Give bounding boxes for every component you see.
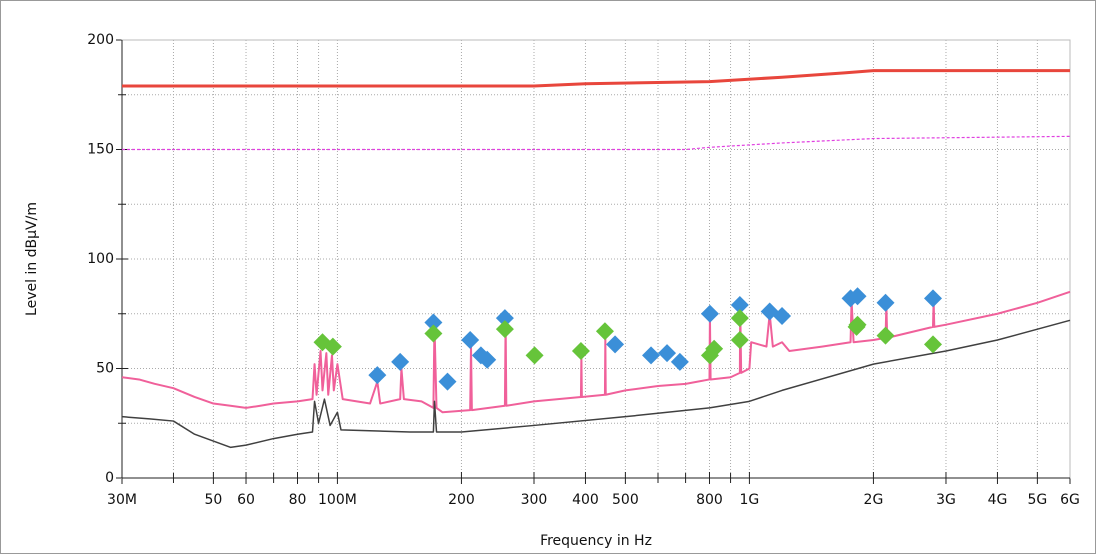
- x-tick-label: 300: [521, 492, 548, 508]
- y-axis-title: Level in dBµV/m: [24, 202, 40, 316]
- marker-diamond: [495, 320, 514, 339]
- x-tick-label: 3G: [936, 492, 956, 508]
- trace-line: [122, 69, 1070, 88]
- y-tick-label: 100: [87, 251, 114, 267]
- marker-diamond: [923, 289, 942, 308]
- x-tick-label: 100M: [318, 492, 357, 508]
- x-tick-label: 2G: [864, 492, 884, 508]
- marker-diamond: [730, 331, 749, 350]
- marker-diamond: [525, 346, 544, 365]
- x-tick-label: 60: [237, 492, 255, 508]
- x-tick-label: 200: [448, 492, 475, 508]
- y-tick-label: 200: [87, 32, 114, 48]
- x-tick-label: 400: [572, 492, 599, 508]
- x-tick-label: 50: [204, 492, 222, 508]
- x-tick-label: 500: [612, 492, 639, 508]
- x-tick-label: 4G: [988, 492, 1008, 508]
- marker-diamond: [606, 335, 625, 354]
- x-tick-label: 30M: [107, 492, 137, 508]
- marker-diamond: [658, 344, 677, 363]
- x-axis-title: Frequency in Hz: [540, 533, 652, 549]
- marker-diamond: [424, 324, 443, 343]
- trace-line: [121, 290, 1071, 414]
- marker-diamond: [670, 352, 689, 371]
- marker-diamond: [642, 346, 661, 365]
- marker-diamond: [391, 352, 410, 371]
- marker-diamond: [876, 293, 895, 312]
- marker-diamond: [368, 366, 387, 385]
- x-tick-label: 5G: [1027, 492, 1047, 508]
- y-tick-label: 50: [96, 361, 114, 377]
- marker-diamond: [848, 287, 867, 306]
- y-tick-label: 0: [105, 470, 114, 486]
- marker-diamond: [571, 341, 590, 360]
- marker-diamond: [424, 313, 443, 332]
- marker-diamond: [700, 304, 719, 323]
- trace-line: [121, 319, 1071, 449]
- marker-diamond: [478, 350, 497, 369]
- marker-diamond: [730, 309, 749, 328]
- marker-diamond: [923, 335, 942, 354]
- marker-diamond: [773, 306, 792, 325]
- y-tick-label: 150: [87, 142, 114, 158]
- marker-diamond: [595, 322, 614, 341]
- marker-diamond: [495, 309, 514, 328]
- x-tick-label: 80: [289, 492, 307, 508]
- x-tick-label: 1G: [740, 492, 760, 508]
- x-tick-label: 800: [696, 492, 723, 508]
- marker-diamond: [730, 295, 749, 314]
- marker-diamond: [848, 315, 867, 334]
- marker-diamond: [705, 339, 724, 358]
- marker-diamond: [323, 337, 342, 356]
- x-tick-label: 6G: [1060, 492, 1080, 508]
- marker-diamond: [438, 372, 457, 391]
- marker-diamond: [876, 326, 895, 345]
- marker-diamond: [461, 331, 480, 350]
